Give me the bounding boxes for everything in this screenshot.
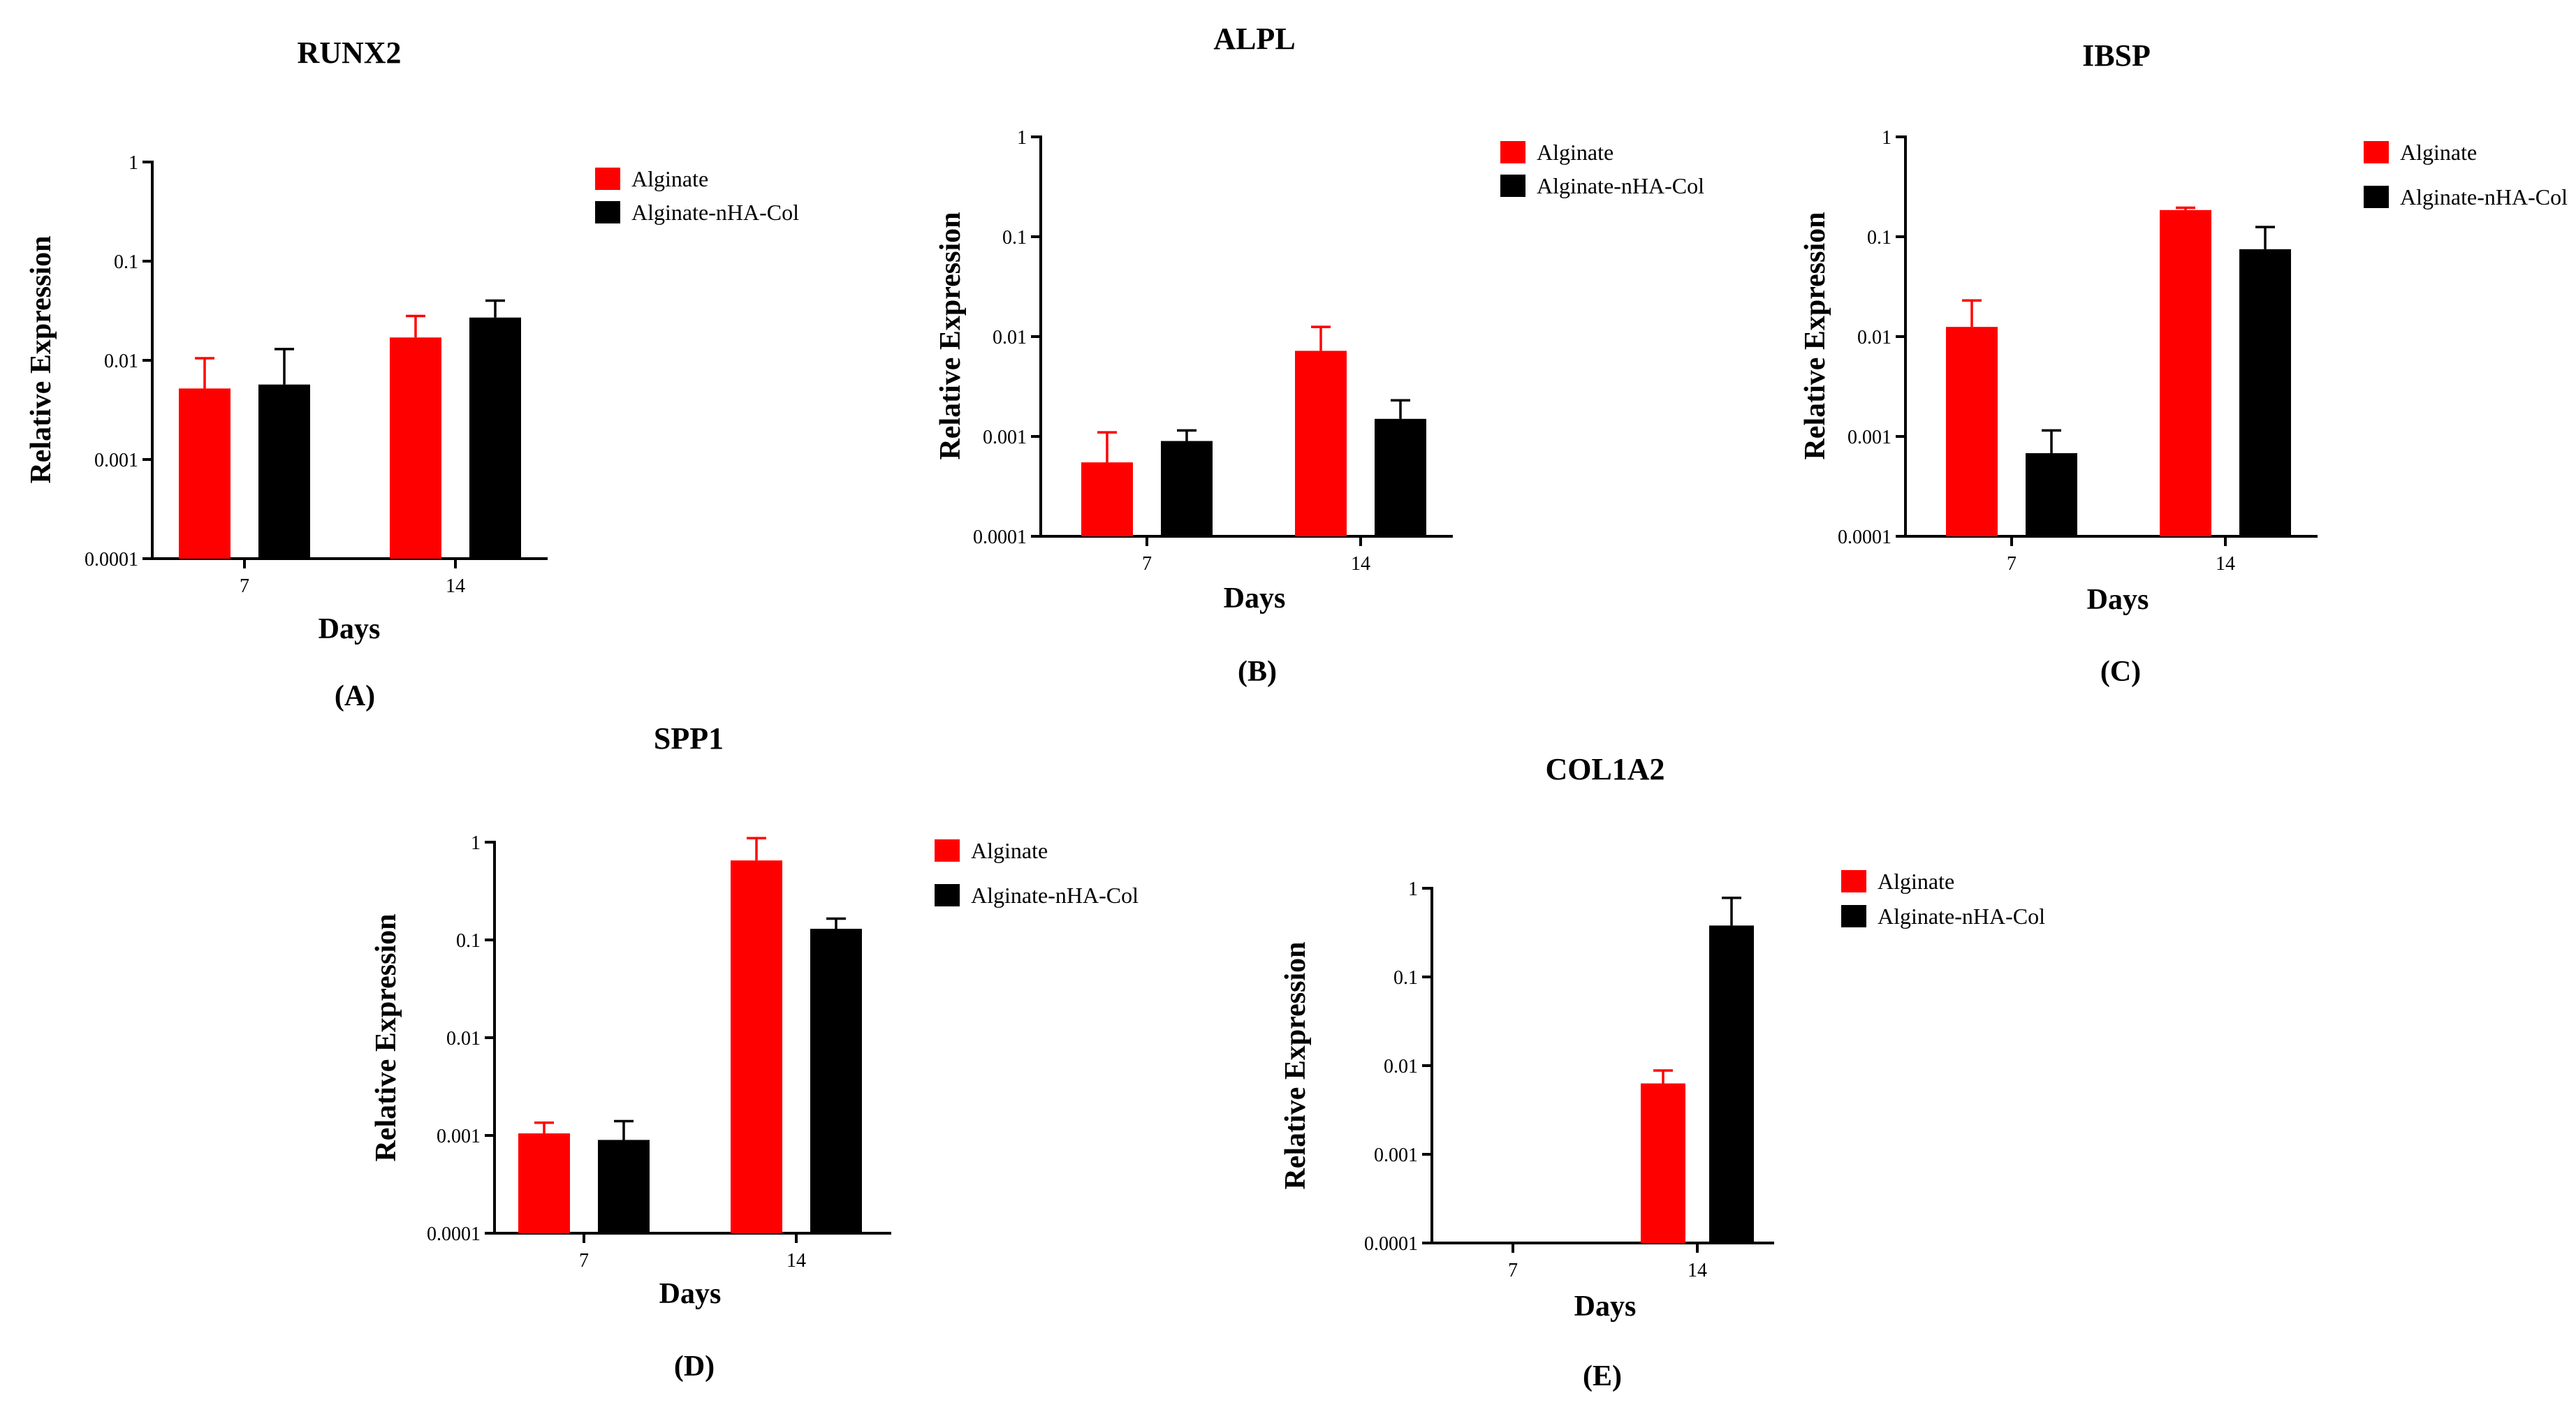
chart-panel-spp1: SPP1 0.0001 0.001 0.01 0.1 1 7 14 Days Relative E…	[370, 721, 1139, 1383]
x-tick-label: 14	[786, 1250, 806, 1272]
x-axis-title: Days	[2087, 584, 2149, 616]
x-tick-label: 7	[2007, 553, 2017, 575]
y-tick-label: 0.01	[1857, 327, 1891, 348]
legend-swatch	[595, 201, 620, 223]
bar-alginate-day-7	[1081, 462, 1133, 536]
chart-title: RUNX2	[297, 36, 401, 70]
bar-alginate-day-7	[179, 388, 230, 559]
y-tick-label: 0.001	[1374, 1145, 1418, 1166]
y-tick-label: 0.1	[1002, 227, 1027, 249]
y-tick-label: 1	[1882, 127, 1891, 149]
legend-swatch	[935, 884, 960, 906]
y-tick-label: 0.0001	[85, 549, 138, 571]
x-tick-label: 14	[1351, 553, 1370, 575]
x-axis-title: Days	[1224, 582, 1286, 615]
x-tick-label: 14	[1688, 1260, 1707, 1281]
y-axis-title: Relative Expression	[935, 212, 967, 459]
legend-swatch	[595, 168, 620, 190]
x-tick-label: 7	[1142, 553, 1152, 575]
y-tick-label: 0.0001	[1364, 1233, 1418, 1255]
x-axis-title: Days	[319, 613, 381, 645]
x-axis-title: Days	[659, 1278, 722, 1310]
y-tick-label: 0.1	[114, 251, 138, 273]
y-tick-label: 1	[1408, 878, 1418, 900]
chart-panel-runx2: RUNX2 0.0001 0.001 0.01 0.1 1 7 14 Days Relative …	[25, 36, 799, 712]
legend-swatch	[935, 839, 960, 862]
legend-swatch	[1841, 870, 1866, 892]
bar-alginate-day-14	[1641, 1083, 1685, 1243]
bar-alginate-day-14	[731, 860, 782, 1233]
panel-label: (E)	[1583, 1360, 1622, 1392]
chart-title: IBSP	[2082, 38, 2151, 73]
x-tick-label: 7	[579, 1250, 589, 1272]
chart-panel-alpl: ALPL 0.0001 0.001 0.01 0.1 1 7 14 Days Relative E…	[935, 22, 1704, 688]
legend-label: Alginate	[1878, 869, 1954, 894]
y-tick-label: 0.01	[104, 351, 138, 372]
y-axis-title: Relative Expression	[370, 913, 402, 1161]
bar-alginate-nha-col-day-14	[1375, 418, 1426, 536]
chart-panel-col1a2: COL1A2 0.0001 0.001 0.01 0.1 1 7 14 Days Relative…	[1280, 752, 2045, 1392]
panel-label: (D)	[674, 1351, 715, 1383]
panel-label: (A)	[335, 680, 375, 712]
bar-alginate-nha-col-day-14	[2239, 249, 2291, 536]
legend-label: Alginate	[631, 166, 708, 191]
y-tick-label: 0.001	[94, 450, 138, 471]
x-tick-label: 7	[1508, 1260, 1518, 1281]
legend-swatch	[1841, 905, 1866, 927]
bar-alginate-nha-col-day-7	[258, 384, 310, 559]
bar-alginate-day-14	[1295, 351, 1347, 536]
panel-label: (B)	[1238, 656, 1277, 688]
bar-alginate-nha-col-day-7	[2026, 453, 2077, 536]
y-tick-label: 0.001	[437, 1126, 481, 1147]
legend-label: Alginate	[2400, 140, 2477, 165]
y-tick-label: 0.0001	[973, 527, 1027, 548]
legend-label: Alginate-nHA-Col	[2400, 184, 2568, 209]
panel-label: (C)	[2100, 656, 2141, 688]
y-axis-title: Relative Expression	[1280, 941, 1312, 1189]
y-tick-label: 1	[471, 832, 481, 854]
legend-swatch	[2364, 186, 2389, 208]
legend-label: Alginate	[971, 838, 1048, 863]
chart-title: ALPL	[1213, 22, 1295, 56]
y-tick-label: 0.1	[456, 930, 481, 952]
y-tick-label: 0.0001	[427, 1223, 481, 1245]
legend-swatch	[1500, 175, 1525, 197]
y-tick-label: 0.001	[983, 427, 1027, 448]
bar-alginate-nha-col-day-14	[810, 929, 862, 1233]
bar-alginate-nha-col-day-14	[469, 317, 521, 559]
bar-alginate-day-14	[390, 337, 441, 559]
legend-label: Alginate-nHA-Col	[1878, 904, 2045, 929]
x-tick-label: 7	[240, 575, 249, 597]
y-axis-title: Relative Expression	[1799, 212, 1831, 459]
y-tick-label: 0.1	[1867, 227, 1891, 249]
x-tick-label: 14	[446, 575, 465, 597]
y-tick-label: 1	[129, 152, 138, 174]
legend-label: Alginate-nHA-Col	[631, 200, 799, 225]
legend-label: Alginate	[1537, 140, 1613, 165]
y-tick-label: 0.01	[1384, 1056, 1418, 1077]
bar-alginate-nha-col-day-14	[1709, 925, 1754, 1243]
bar-alginate-day-7	[518, 1133, 570, 1233]
chart-title: COL1A2	[1545, 752, 1664, 786]
y-tick-label: 0.1	[1393, 967, 1418, 989]
bar-alginate-nha-col-day-7	[1161, 441, 1213, 536]
y-tick-label: 0.001	[1847, 427, 1891, 448]
y-tick-label: 1	[1017, 127, 1027, 149]
y-axis-title: Relative Expression	[25, 235, 57, 483]
x-axis-title: Days	[1574, 1290, 1637, 1323]
x-tick-label: 14	[2216, 553, 2235, 575]
y-tick-label: 0.0001	[1838, 527, 1891, 548]
legend-label: Alginate-nHA-Col	[1537, 173, 1704, 198]
bar-alginate-day-7	[1946, 327, 1998, 536]
y-tick-label: 0.01	[993, 327, 1027, 348]
chart-panel-ibsp: IBSP 0.0001 0.001 0.01 0.1 1 7 14 Days Relative E…	[1799, 38, 2568, 688]
legend-swatch	[2364, 141, 2389, 163]
bar-alginate-day-14	[2160, 209, 2211, 536]
legend-swatch	[1500, 141, 1525, 163]
legend-label: Alginate-nHA-Col	[971, 883, 1139, 908]
bar-alginate-nha-col-day-7	[598, 1140, 650, 1233]
y-tick-label: 0.01	[446, 1028, 481, 1050]
chart-title: SPP1	[654, 721, 724, 756]
